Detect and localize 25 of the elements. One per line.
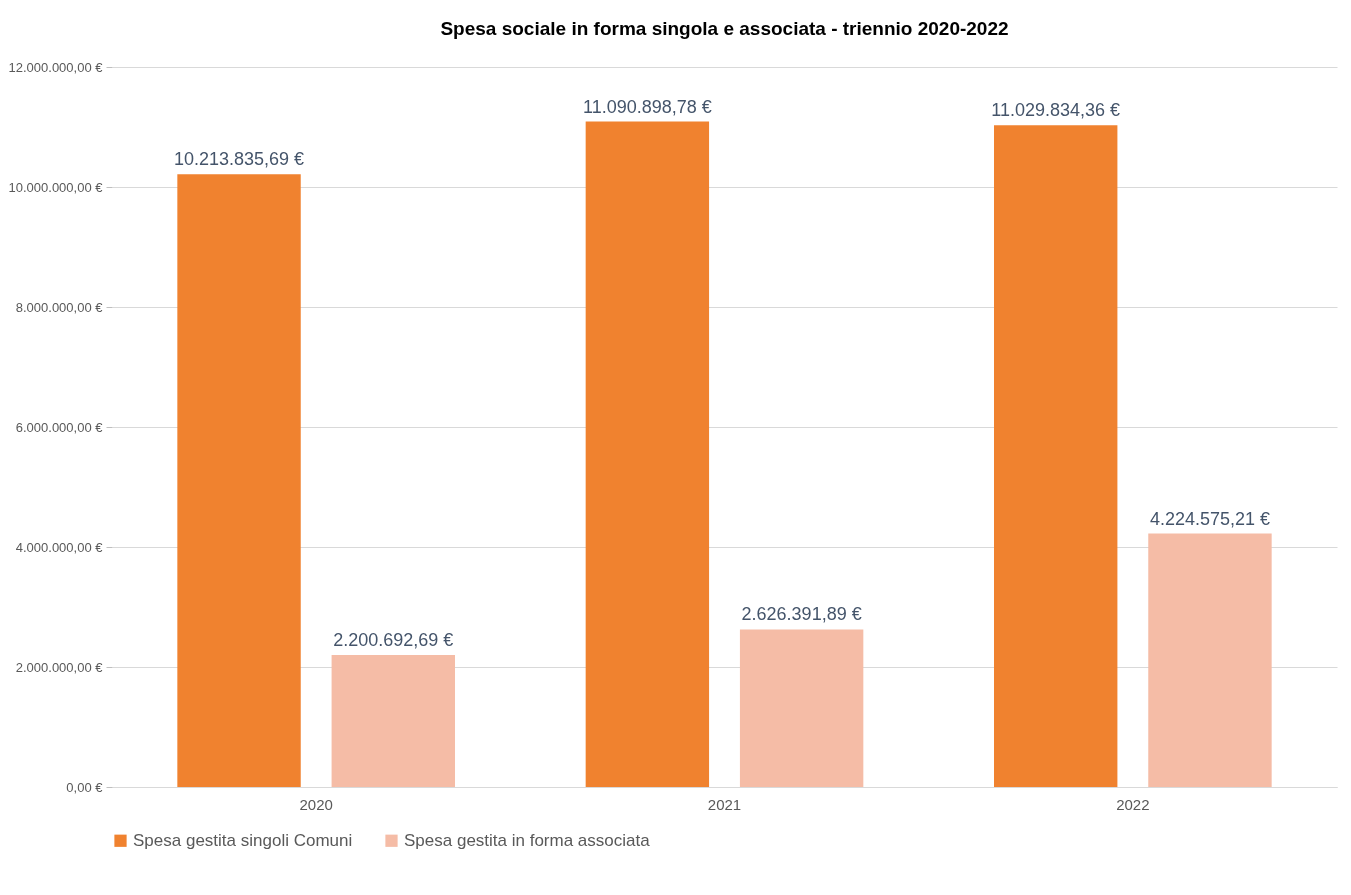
data-label: 2.200.692,69 € [333, 629, 454, 650]
data-label: 4.224.575,21 € [1149, 508, 1271, 529]
x-tick-label: 2022 [1116, 795, 1150, 813]
y-tick-label: 10.000.000,00 € [8, 179, 104, 195]
x-tick-label: 2021 [707, 795, 742, 813]
bar [739, 629, 864, 787]
bar [177, 174, 301, 787]
y-tick-label: 4.000.000,00 € [15, 539, 104, 555]
legend-label: Spesa gestita in forma associata [404, 830, 651, 850]
bar [331, 654, 455, 787]
y-tick-label: 6.000.000,00 € [15, 419, 104, 435]
x-tick-label: 2020 [299, 795, 333, 813]
data-label: 10.213.835,69 € [173, 149, 305, 170]
bar [1148, 533, 1272, 787]
bar [994, 125, 1118, 787]
data-label: 2.626.391,89 € [741, 604, 862, 625]
data-label: 11.029.834,36 € [991, 100, 1121, 121]
y-tick-label: 8.000.000,00 € [15, 299, 104, 315]
y-tick-label: 2.000.000,00 € [15, 659, 104, 675]
y-tick-label: 0,00 € [66, 779, 104, 795]
legend-label: Spesa gestita singoli Comuni [133, 830, 353, 850]
data-label: 11.090.898,78 € [582, 96, 712, 117]
y-tick-label: 12.000.000,00 € [8, 59, 104, 75]
bar [585, 121, 710, 787]
chart-title: Spesa sociale in forma singola e associata - triennio 2020-2022 [440, 18, 1009, 39]
